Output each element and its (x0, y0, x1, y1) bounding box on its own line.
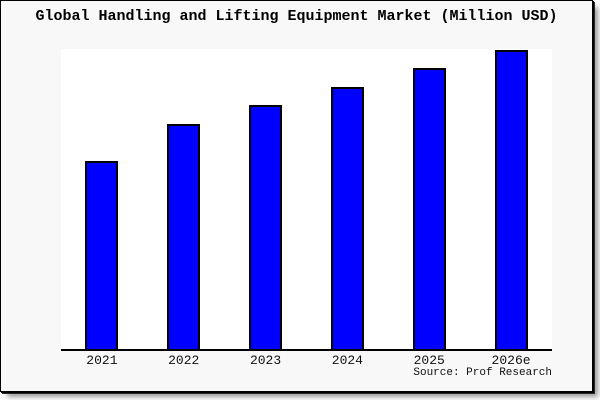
bar-2021 (85, 161, 119, 349)
bar-2024 (330, 87, 364, 349)
x-axis-labels: 2021 2022 2023 2024 2025 2026e (61, 353, 552, 368)
plot-area (61, 49, 552, 349)
x-tick-label-2021: 2021 (86, 353, 118, 368)
bar-slot-2026e (470, 49, 552, 349)
bar-2026e (494, 50, 528, 349)
x-tick-label-2024: 2024 (331, 353, 363, 368)
bar-slot-2024 (306, 49, 388, 349)
bar-slot-2022 (143, 49, 225, 349)
chart-title: Global Handling and Lifting Equipment Ma… (35, 8, 558, 25)
x-tick-label-2022: 2022 (168, 353, 200, 368)
bar-2022 (167, 124, 201, 349)
bar-2023 (249, 105, 283, 349)
bar-slot-2021 (61, 49, 143, 349)
bar-slot-2023 (225, 49, 307, 349)
x-tick-label-2026e: 2026e (491, 353, 531, 368)
x-tick-label-2023: 2023 (249, 353, 282, 368)
bar-slot-2025 (388, 49, 470, 349)
x-tick-label-2025: 2025 (413, 353, 445, 368)
chart-panel: Global Handling and Lifting Equipment Ma… (0, 0, 593, 392)
x-axis-line (61, 349, 552, 351)
bar-2025 (412, 68, 446, 349)
source-label: Source: Prof Research (413, 367, 552, 379)
